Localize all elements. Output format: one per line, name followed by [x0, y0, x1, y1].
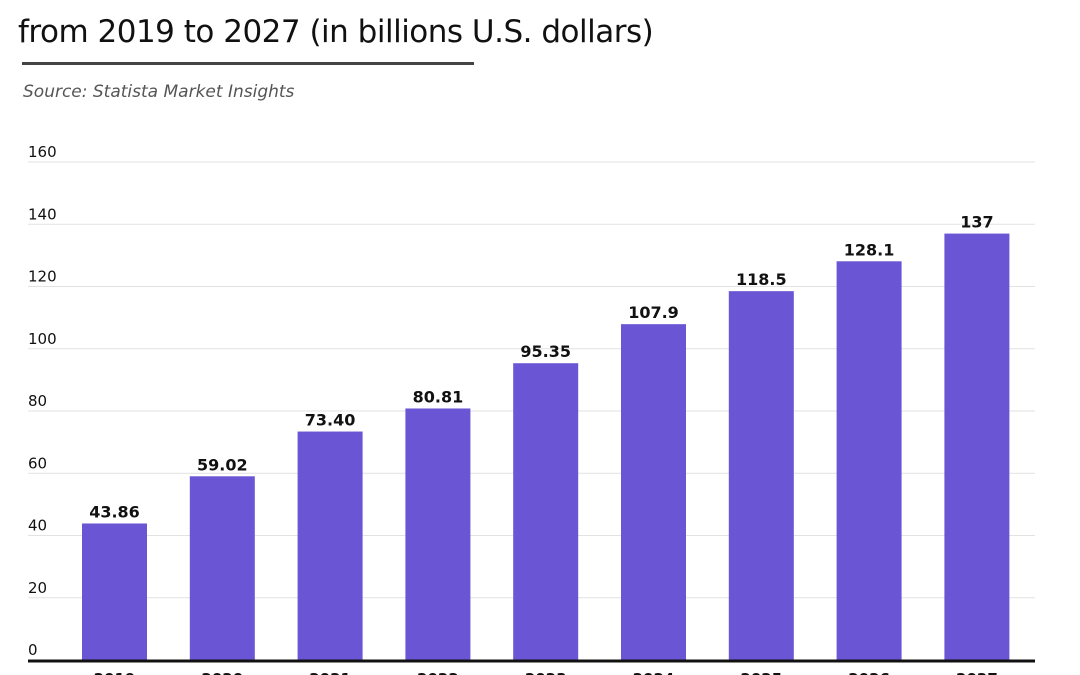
title-underline: [22, 62, 474, 65]
y-tick-label: 160: [28, 143, 57, 161]
data-label: 80.81: [413, 387, 464, 406]
data-label: 95.35: [520, 342, 571, 361]
bar: [728, 291, 794, 660]
bar: [297, 431, 363, 660]
x-tick-label: 2024: [633, 670, 675, 675]
bar: [621, 324, 686, 660]
x-tick-label: 2027: [956, 670, 998, 675]
x-tick-label: 2025: [740, 670, 782, 675]
bar: [944, 233, 1010, 660]
x-tick-label: 2021: [309, 670, 351, 675]
chart-source: Source: Statista Market Insights: [23, 82, 295, 102]
x-tick-label: 2020: [201, 670, 243, 675]
y-tick-label: 100: [28, 330, 57, 348]
bar: [836, 261, 902, 660]
y-tick-label: 20: [28, 579, 47, 597]
y-tick-label: 120: [28, 268, 57, 286]
x-tick-label: 2022: [417, 670, 459, 675]
data-label: 118.5: [736, 270, 787, 289]
bar: [513, 363, 579, 660]
x-tick-label: 2023: [525, 670, 567, 675]
x-tick-label: 2019: [94, 670, 136, 675]
bar: [405, 408, 471, 660]
x-tick-label: 2026: [848, 670, 890, 675]
data-label: 59.02: [197, 455, 248, 474]
y-tick-label: 0: [28, 641, 38, 659]
bar: [189, 476, 255, 660]
data-label: 128.1: [844, 240, 895, 259]
y-tick-label: 60: [28, 454, 47, 472]
chart-title: from 2019 to 2027 (in billions U.S. doll…: [18, 14, 654, 50]
data-label: 73.40: [305, 411, 356, 430]
y-tick-label: 40: [28, 517, 47, 535]
y-tick-label: 140: [28, 205, 57, 223]
y-tick-label: 80: [28, 392, 47, 410]
data-label: 107.9: [628, 303, 679, 322]
bar: [82, 523, 147, 660]
data-label: 43.86: [89, 502, 140, 521]
data-label: 137: [960, 213, 993, 232]
